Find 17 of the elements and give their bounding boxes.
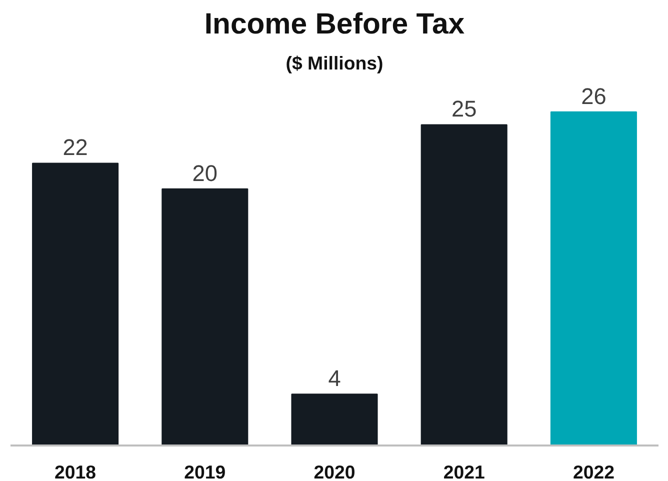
chart-subtitle: ($ Millions) — [286, 52, 384, 74]
bar — [32, 162, 119, 446]
data-label: 22 — [62, 134, 88, 160]
data-label: 26 — [581, 82, 606, 109]
bar — [291, 394, 378, 446]
bar — [162, 188, 248, 446]
x-tick-label: 2019 — [184, 462, 226, 481]
bar — [420, 124, 508, 446]
data-label: 20 — [192, 160, 218, 186]
data-label: 4 — [328, 365, 341, 392]
x-tick-label: 2018 — [54, 462, 96, 481]
data-label: 25 — [452, 96, 477, 122]
bar — [550, 111, 637, 446]
x-tick-label: 2020 — [314, 462, 356, 481]
x-tick-label: 2022 — [572, 462, 614, 481]
x-tick-label: 2021 — [443, 462, 485, 481]
chart-title: Income Before Tax — [204, 8, 466, 40]
